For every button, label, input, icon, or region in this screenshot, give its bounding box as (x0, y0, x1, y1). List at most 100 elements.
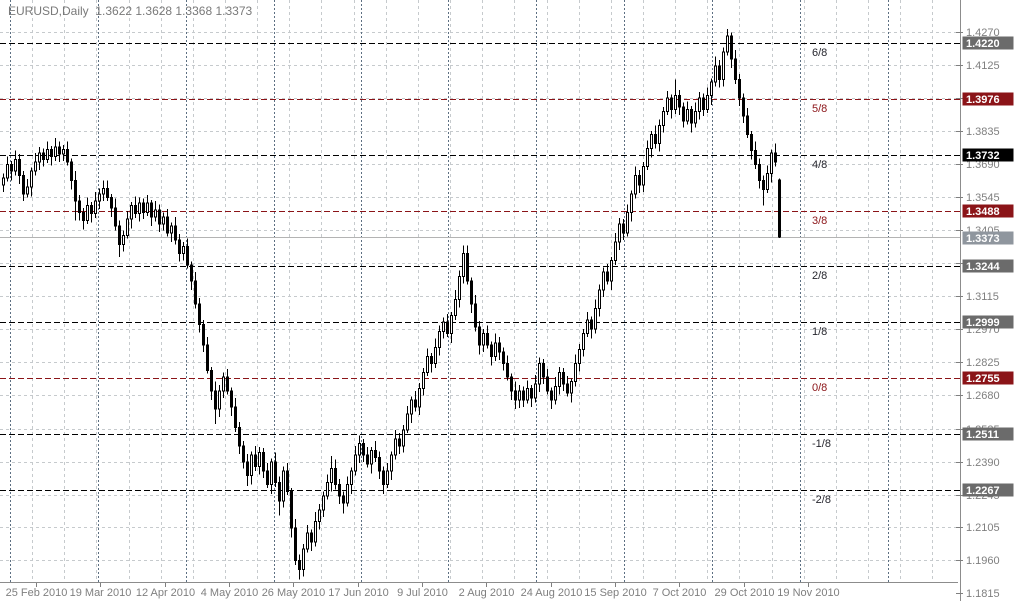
candle-bull (694, 111, 697, 124)
chart-title-ohlc: EURUSD,Daily 1.3622 1.3628 1.3368 1.3373 (8, 4, 253, 18)
price-axis-label: 1.2680 (966, 390, 1000, 402)
murrey-fraction-label: 0/8 (812, 382, 827, 394)
candle-bear (194, 280, 197, 305)
candle-bull (594, 307, 597, 330)
candle-bull (482, 333, 485, 346)
murrey-price-box (962, 371, 1014, 385)
candle-bull (450, 314, 453, 335)
candle-bull (138, 202, 141, 215)
candle-bear (530, 388, 533, 399)
candle-bear (114, 207, 117, 227)
candle-bear (290, 491, 293, 529)
candle-bull (302, 548, 305, 570)
candle-bull (722, 51, 725, 81)
candle-bear (234, 406, 237, 429)
candle-bear (190, 264, 193, 282)
candle-bull (582, 333, 585, 351)
candle-bear (566, 383, 569, 394)
candle-bull (314, 520, 317, 543)
candle-bull (454, 298, 457, 316)
candle-bull (650, 134, 653, 149)
candle-bull (686, 108, 689, 122)
murrey-price-box (962, 92, 1014, 106)
candle-bear (58, 146, 61, 155)
candle-bull (282, 470, 285, 502)
candle-bull (630, 193, 633, 213)
date-axis-label: 15 Sep 2010 (584, 587, 646, 599)
candle-bear (670, 97, 673, 110)
candle-bear (638, 175, 641, 186)
date-axis-label: 26 May 2010 (262, 587, 326, 599)
murrey-price-box-label: 1.2755 (966, 373, 1000, 385)
candle-bear (506, 362, 509, 378)
candle-bull (350, 470, 353, 486)
candle-bear (474, 303, 477, 328)
candle-bull (618, 223, 621, 243)
candle-bull (30, 170, 33, 188)
candle-bull (494, 342, 497, 358)
price-axis-label: 1.3835 (966, 126, 1000, 138)
candle-bull (14, 159, 17, 172)
candle-bear (206, 344, 209, 371)
candle-bull (6, 163, 9, 179)
candle-bear (42, 152, 45, 161)
candle-bull (726, 35, 729, 53)
candle-bull (634, 175, 637, 195)
candle-bear (490, 344, 493, 358)
date-axis-label: 12 Apr 2010 (136, 587, 195, 599)
candle-bull (558, 372, 561, 387)
candle-bear (254, 454, 257, 467)
murrey-price-box-label: 1.2999 (966, 317, 1000, 329)
candle-bear (754, 150, 757, 165)
candle-bear (562, 372, 565, 385)
candle-bull (714, 65, 717, 83)
candle-bull (410, 399, 413, 415)
candle-bear (778, 179, 781, 238)
price-axis-label: 1.3115 (966, 291, 999, 303)
candle-bear (18, 159, 21, 177)
murrey-fraction-label: -1/8 (812, 438, 831, 450)
murrey-price-box-label: 1.4220 (966, 38, 1000, 50)
candle-bear (734, 58, 737, 81)
candle-bull (318, 509, 321, 522)
candle-bull (666, 97, 669, 113)
candle-bear (774, 152, 777, 163)
candle-bear (542, 362, 545, 378)
price-axis-label: 1.1815 (966, 588, 1000, 600)
candle-bull (86, 205, 89, 221)
candle-bear (74, 179, 77, 202)
candle-bear (374, 449, 377, 458)
murrey-price-box (962, 427, 1014, 441)
candle-bear (22, 175, 25, 195)
candle-bear (166, 216, 169, 234)
candle-bear (750, 134, 753, 152)
candle-bear (730, 35, 733, 60)
date-axis-label: 17 Jun 2010 (328, 587, 389, 599)
candle-bear (746, 115, 749, 136)
candle-bear (738, 79, 741, 99)
candle-bull (674, 95, 677, 110)
candle-bull (358, 443, 361, 456)
murrey-price-box (962, 315, 1014, 329)
candle-bear (278, 481, 281, 502)
candle-bear (366, 454, 369, 465)
candle-bull (346, 484, 349, 504)
candle-bear (338, 484, 341, 497)
date-axis-label: 25 Feb 2010 (6, 587, 68, 599)
murrey-price-box (962, 483, 1014, 497)
candle-bear (198, 303, 201, 326)
candle-bull (706, 95, 709, 110)
candle-bear (550, 390, 553, 401)
candle-bear (214, 390, 217, 410)
murrey-fraction-label: 2/8 (812, 270, 827, 282)
candle-bull (598, 289, 601, 309)
candle-bear (682, 106, 685, 122)
candle-bull (146, 202, 149, 213)
candle-bull (306, 532, 309, 550)
candle-bull (62, 148, 65, 155)
price-axis-label: 1.3545 (966, 192, 1000, 204)
candle-bull (710, 81, 713, 97)
candle-bear (50, 148, 53, 157)
